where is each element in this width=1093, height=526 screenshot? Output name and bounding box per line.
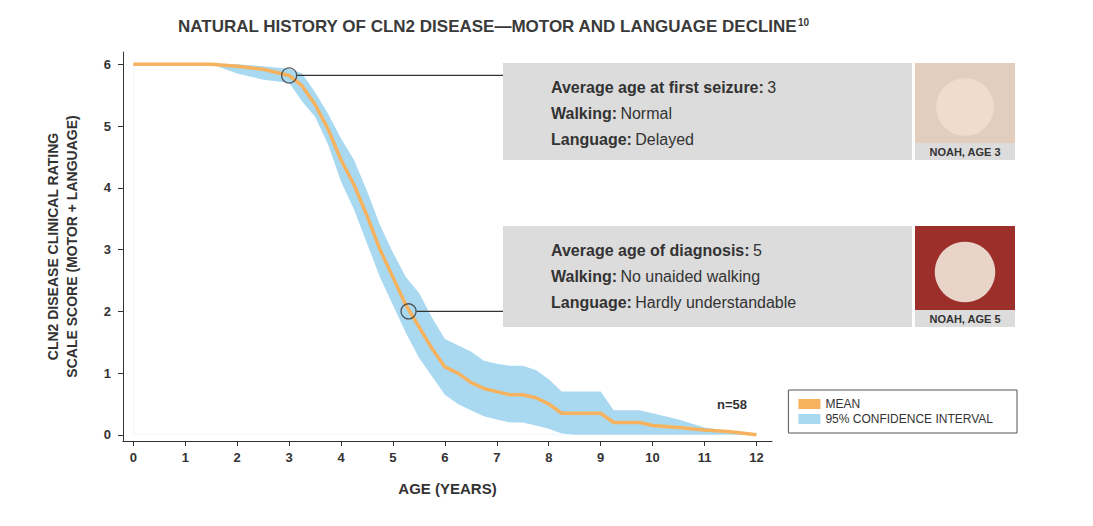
svg-text:6: 6 xyxy=(104,57,111,72)
svg-text:12: 12 xyxy=(749,450,763,465)
svg-text:Average age of diagnosis:: Average age of diagnosis: xyxy=(551,242,750,259)
svg-text:10: 10 xyxy=(798,17,810,28)
svg-text:Delayed: Delayed xyxy=(635,131,694,148)
svg-text:8: 8 xyxy=(545,450,552,465)
svg-text:4: 4 xyxy=(104,180,112,195)
svg-text:0: 0 xyxy=(104,427,111,442)
svg-text:Walking:: Walking: xyxy=(551,105,617,122)
svg-text:AGE (YEARS): AGE (YEARS) xyxy=(398,480,496,497)
svg-text:5: 5 xyxy=(389,450,396,465)
svg-text:No unaided walking: No unaided walking xyxy=(620,268,760,285)
svg-text:1: 1 xyxy=(182,450,189,465)
svg-text:3: 3 xyxy=(286,450,293,465)
svg-text:1: 1 xyxy=(104,366,111,381)
svg-text:4: 4 xyxy=(337,450,345,465)
svg-text:SCALE SCORE (MOTOR + LANGUAGE): SCALE SCORE (MOTOR + LANGUAGE) xyxy=(64,115,80,377)
svg-text:Language:: Language: xyxy=(551,131,632,148)
svg-text:n=58: n=58 xyxy=(717,397,747,412)
svg-text:2: 2 xyxy=(234,450,241,465)
svg-text:MEAN: MEAN xyxy=(825,397,860,411)
svg-text:NOAH, AGE 3: NOAH, AGE 3 xyxy=(929,146,1000,158)
svg-text:95% CONFIDENCE INTERVAL: 95% CONFIDENCE INTERVAL xyxy=(825,412,993,426)
svg-text:2: 2 xyxy=(104,304,111,319)
svg-text:5: 5 xyxy=(104,119,111,134)
svg-text:9: 9 xyxy=(597,450,604,465)
svg-text:Normal: Normal xyxy=(620,105,672,122)
svg-text:6: 6 xyxy=(441,450,448,465)
svg-text:3: 3 xyxy=(767,79,776,96)
svg-text:Hardly understandable: Hardly understandable xyxy=(635,294,796,311)
svg-text:3: 3 xyxy=(104,242,111,257)
svg-text:Walking:: Walking: xyxy=(551,268,617,285)
svg-text:CLN2 DISEASE CLINICAL RATING: CLN2 DISEASE CLINICAL RATING xyxy=(45,133,61,360)
svg-text:Average age at first seizure:: Average age at first seizure: xyxy=(551,79,764,96)
svg-text:11: 11 xyxy=(698,450,712,465)
svg-text:0: 0 xyxy=(130,450,137,465)
svg-text:NATURAL HISTORY OF CLN2 DISEAS: NATURAL HISTORY OF CLN2 DISEASE—MOTOR AN… xyxy=(178,17,797,36)
svg-text:10: 10 xyxy=(645,450,659,465)
svg-text:5: 5 xyxy=(753,242,762,259)
svg-text:Language:: Language: xyxy=(551,294,632,311)
svg-text:NOAH, AGE 5: NOAH, AGE 5 xyxy=(929,313,1000,325)
svg-text:7: 7 xyxy=(493,450,500,465)
